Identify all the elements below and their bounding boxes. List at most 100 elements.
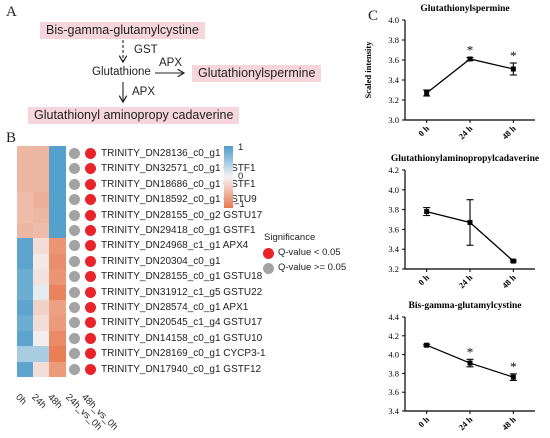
heatmap-cell bbox=[49, 361, 66, 378]
pathway-arrows bbox=[0, 40, 340, 120]
nonsignificant-dot bbox=[69, 209, 80, 221]
heatmap-cell bbox=[33, 269, 50, 286]
significant-dot bbox=[85, 332, 96, 344]
nonsignificant-dot bbox=[69, 194, 80, 206]
scale-min-label: −1 bbox=[234, 199, 245, 210]
nonsignificant-dot bbox=[69, 317, 80, 329]
heatmap-cell bbox=[17, 161, 34, 178]
glutathione-label: Glutathione bbox=[92, 66, 151, 78]
heatmap-cell bbox=[17, 300, 34, 316]
heatmap-cell bbox=[17, 207, 34, 224]
heatmap-cell bbox=[33, 330, 50, 347]
apx-right-label: APX bbox=[159, 57, 183, 69]
heatmap-cell bbox=[17, 269, 34, 286]
nonsignificant-dot bbox=[69, 148, 80, 159]
heatmap-cell bbox=[49, 223, 66, 239]
gene-label: TRINITY_DN28155_c0_g2 GSTU17 bbox=[101, 209, 263, 221]
heatmap-cell bbox=[33, 253, 50, 270]
heatmap-cell bbox=[49, 161, 66, 178]
heatmap-cell bbox=[49, 284, 66, 301]
gene-label: TRINITY_DN32571_c0_g1 GSTF1 bbox=[101, 163, 256, 175]
y-tick-label: 3.6 bbox=[388, 224, 399, 234]
gene-label: TRINITY_DN28155_c0_g1 GSTU18 bbox=[101, 271, 263, 283]
data-point bbox=[424, 90, 430, 96]
heatmap-cell bbox=[33, 238, 50, 255]
series-line bbox=[426, 58, 514, 94]
significant-dot-icon bbox=[263, 248, 274, 259]
pathway-box-glutathionylspermine: Glutathionylspermine bbox=[192, 65, 322, 82]
x-tick-label: 24 h bbox=[456, 123, 474, 141]
heatmap-cell bbox=[49, 300, 66, 316]
x-tick-label: 24 h bbox=[456, 272, 474, 290]
heatmap-cell bbox=[33, 361, 50, 378]
significant-dot bbox=[85, 178, 96, 190]
gene-label: TRINITY_DN18686_c0_g1 GSTF1 bbox=[101, 178, 256, 190]
y-tick-label: 3.4 bbox=[388, 406, 399, 416]
data-point bbox=[467, 56, 473, 62]
data-point bbox=[424, 209, 430, 215]
nonsignificant-dot bbox=[69, 286, 80, 298]
x-tick-label: 48 h bbox=[500, 123, 518, 141]
heatmap-cell bbox=[17, 346, 34, 363]
heatmap-cell bbox=[33, 284, 50, 301]
significance-star: * bbox=[510, 48, 517, 63]
heatmap-cell bbox=[49, 192, 66, 209]
significant-dot bbox=[85, 225, 96, 236]
y-tick-label: 4.4 bbox=[388, 312, 399, 322]
significant-dot bbox=[85, 271, 96, 283]
x-tick-label: 48 h bbox=[500, 272, 518, 290]
significant-dot bbox=[85, 302, 96, 313]
significant-dot bbox=[85, 240, 96, 252]
y-tick-label: 3.6 bbox=[388, 387, 399, 397]
x-tick-label: 24 h bbox=[456, 414, 474, 432]
heatmap-cell bbox=[17, 315, 34, 332]
heatmap-cell bbox=[49, 207, 66, 224]
heatmap-cell bbox=[17, 361, 34, 378]
gene-label: TRINITY_DN28574_c0_g1 APX1 bbox=[101, 302, 249, 313]
chart-title: Bis-gamma-glutamylcystine bbox=[409, 301, 522, 311]
gene-label: TRINITY_DN24968_c1_g1 APX4 bbox=[101, 240, 249, 252]
heatmap-cell bbox=[17, 330, 34, 347]
heatmap-cell bbox=[17, 284, 34, 301]
nonsignificant-dot bbox=[69, 255, 80, 267]
panel-label-b: B bbox=[6, 130, 17, 146]
heatmap-cell bbox=[49, 315, 66, 332]
significant-dot bbox=[85, 163, 96, 175]
heatmap-cell bbox=[49, 269, 66, 286]
chart-title: Glutathionylaminopropylcadaverine bbox=[391, 154, 539, 164]
x-tick-label: 0 h bbox=[416, 123, 431, 138]
heatmap-cell bbox=[33, 346, 50, 363]
color-scale-bar bbox=[224, 146, 233, 208]
y-tick-label: 3.8 bbox=[388, 368, 399, 378]
chart-title: Glutathionylspermine bbox=[420, 4, 509, 14]
heatmap-cell bbox=[33, 207, 50, 224]
x-tick-label: 48 h bbox=[500, 414, 518, 432]
y-tick-label: 4.2 bbox=[388, 331, 399, 341]
gene-label: TRINITY_DN31912_c1_g5 GSTU22 bbox=[101, 286, 263, 298]
heatmap-cell bbox=[17, 223, 34, 239]
panel-label-c: C bbox=[368, 8, 379, 24]
gene-label: TRINITY_DN29418_c0_g1 GSTF1 bbox=[101, 225, 256, 236]
significant-dot bbox=[85, 286, 96, 298]
significant-dot bbox=[85, 148, 96, 159]
gene-label: TRINITY_DN17940_c0_g1 GSTF12 bbox=[101, 363, 262, 375]
y-tick-label: 3.2 bbox=[388, 95, 399, 105]
nonsignificant-legend-label: Q-value >= 0.05 bbox=[278, 262, 347, 273]
heatmap-cell bbox=[49, 238, 66, 255]
y-tick-label: 3.8 bbox=[388, 205, 399, 215]
nonsignificant-dot bbox=[69, 178, 80, 190]
scale-mid-label: 0 bbox=[238, 171, 244, 182]
heatmap-cell bbox=[49, 176, 66, 193]
y-tick-label: 3.6 bbox=[388, 55, 399, 65]
pathway-box-bis-gamma: Bis-gamma-glutamylcystine bbox=[40, 22, 205, 39]
data-point bbox=[510, 258, 516, 264]
heatmap-cell bbox=[17, 192, 34, 209]
gene-label: TRINITY_DN28136_c0_g1 bbox=[101, 148, 221, 159]
x-tick-label: 0 h bbox=[416, 414, 431, 429]
x-tick-label: 0 h bbox=[416, 272, 431, 287]
significance-star: * bbox=[467, 344, 474, 359]
nonsignificant-dot bbox=[69, 240, 80, 252]
data-point bbox=[467, 219, 473, 225]
heatmap-cell bbox=[33, 223, 50, 239]
gst-label: GST bbox=[134, 44, 158, 56]
